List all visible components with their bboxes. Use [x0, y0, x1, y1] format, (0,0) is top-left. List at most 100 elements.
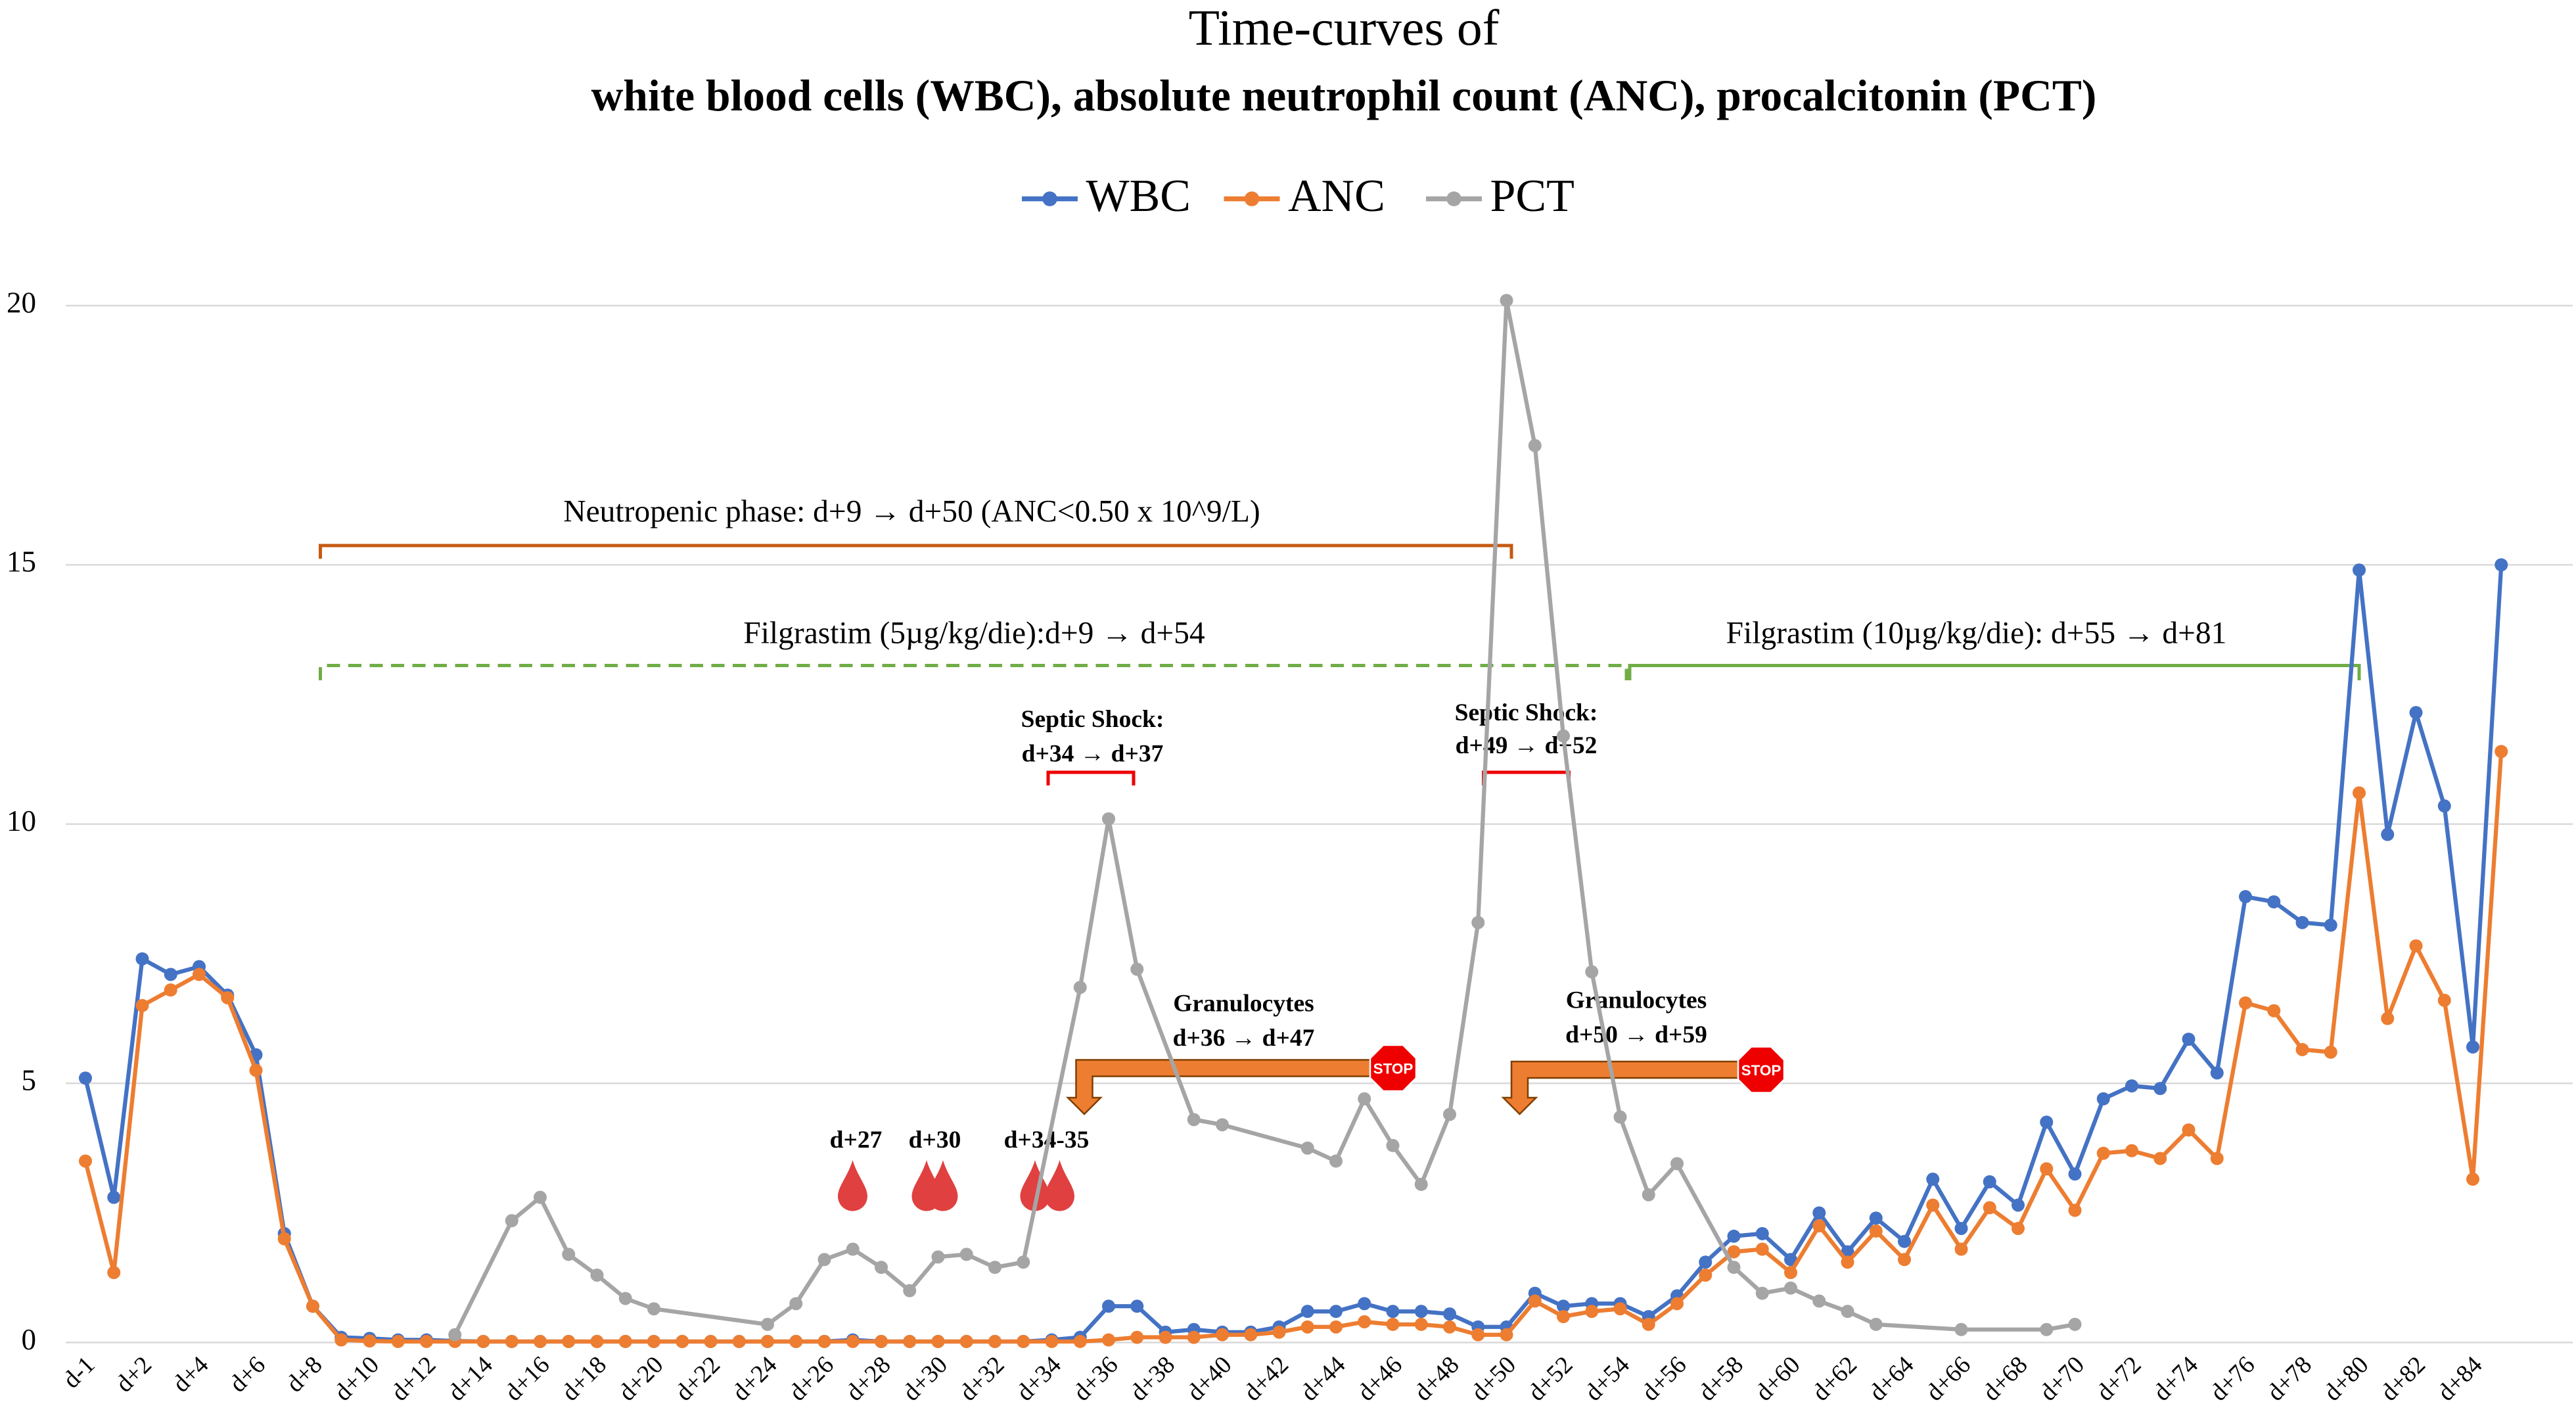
data-point — [1528, 1294, 1542, 1308]
stop-sign — [1369, 1044, 1417, 1092]
annotation: d+27 — [830, 1127, 883, 1154]
data-point — [789, 1334, 803, 1348]
data-point — [931, 1250, 945, 1264]
legend-label: WBC — [1086, 171, 1191, 222]
data-point — [590, 1334, 604, 1348]
data-point — [2096, 1092, 2110, 1106]
data-point — [1642, 1317, 1655, 1331]
data-point — [875, 1334, 888, 1348]
data-point — [1585, 965, 1599, 979]
data-point — [1187, 1330, 1201, 1344]
data-point — [334, 1333, 348, 1347]
annotation: Granulocytes — [1566, 987, 1707, 1014]
data-point — [1613, 1110, 1627, 1124]
bracket — [1628, 663, 2361, 680]
annotation: Filgrastim (5µg/kg/die):d+9 → d+54 — [743, 616, 1205, 650]
stop-sign — [1737, 1046, 1785, 1094]
bracket — [319, 663, 1628, 680]
data-point — [1443, 1108, 1456, 1121]
data-point — [1954, 1242, 1968, 1256]
data-point — [2381, 1012, 2395, 1025]
data-point — [1443, 1307, 1456, 1321]
data-point — [1841, 1305, 1854, 1319]
data-point — [1557, 729, 1570, 743]
data-point — [1130, 962, 1144, 976]
data-point — [476, 1334, 490, 1348]
data-point — [2437, 993, 2451, 1007]
data-point — [505, 1334, 518, 1348]
blood-drop — [1045, 1160, 1074, 1211]
data-point — [2409, 939, 2423, 953]
data-point — [903, 1284, 917, 1297]
data-point — [789, 1297, 803, 1311]
data-point — [2409, 706, 2423, 720]
data-point — [2068, 1167, 2082, 1181]
data-point — [647, 1334, 660, 1348]
data-point — [1755, 1242, 1769, 1256]
data-point — [1471, 916, 1485, 929]
data-point — [277, 1232, 291, 1246]
data-point — [306, 1299, 319, 1313]
annotation: Granulocytes — [1173, 991, 1314, 1017]
data-point — [761, 1317, 774, 1331]
data-point — [2324, 1045, 2337, 1059]
data-point — [2068, 1317, 2082, 1331]
data-point — [817, 1253, 831, 1267]
data-point — [1812, 1206, 1826, 1220]
data-point — [2466, 1173, 2479, 1186]
data-point — [2125, 1079, 2138, 1093]
data-point — [1727, 1245, 1741, 1259]
blood-drop — [928, 1160, 958, 1211]
data-point — [363, 1334, 377, 1348]
annotation: Neutropenic phase: d+9 → d+50 (ANC<0.50 … — [563, 494, 1260, 528]
data-point — [1699, 1268, 1713, 1282]
data-point — [1784, 1266, 1797, 1280]
chart-subtitle: white blood cells (WBC), absolute neutro… — [591, 71, 2097, 120]
data-point — [1727, 1261, 1741, 1274]
data-point — [676, 1334, 689, 1348]
data-point — [1869, 1211, 1883, 1225]
blood-drop — [1020, 1160, 1050, 1211]
data-point — [1897, 1234, 1911, 1248]
data-point — [135, 952, 149, 966]
data-point — [1869, 1224, 1883, 1238]
data-point — [221, 991, 235, 1004]
annotation: d+36 → d+47 — [1173, 1025, 1315, 1052]
data-point — [1329, 1154, 1343, 1168]
data-point — [193, 968, 206, 981]
data-point — [1414, 1177, 1428, 1191]
data-point — [1983, 1201, 1996, 1215]
annotation: d+49 → d+52 — [1456, 732, 1598, 759]
data-point — [1471, 1328, 1485, 1342]
data-point — [1699, 1255, 1713, 1269]
data-point — [1358, 1092, 1371, 1106]
data-point — [2495, 558, 2508, 572]
data-point — [2210, 1152, 2224, 1165]
data-point — [1414, 1305, 1428, 1319]
legend-marker — [1446, 191, 1461, 206]
data-point — [1130, 1330, 1144, 1344]
data-point — [1073, 1334, 1087, 1348]
annotation: d+34 → d+37 — [1022, 741, 1164, 768]
data-point — [875, 1261, 888, 1274]
data-point — [1216, 1328, 1229, 1342]
data-point — [959, 1248, 973, 1261]
data-point — [2295, 916, 2309, 929]
data-point — [1414, 1317, 1428, 1331]
data-point — [2267, 1004, 2281, 1017]
data-point — [647, 1302, 660, 1316]
blood-drop — [838, 1160, 867, 1211]
data-point — [618, 1334, 632, 1348]
data-point — [1216, 1118, 1229, 1132]
data-point — [249, 1063, 263, 1077]
data-point — [2182, 1123, 2196, 1137]
annotation: Septic Shock: — [1455, 699, 1598, 726]
stop-label: STOP — [1373, 1060, 1414, 1077]
data-point — [2012, 1198, 2025, 1212]
data-point — [1755, 1286, 1769, 1300]
data-point — [1812, 1294, 1826, 1308]
legend-marker — [1042, 191, 1057, 206]
data-point — [2353, 563, 2366, 577]
data-point — [2267, 895, 2281, 909]
